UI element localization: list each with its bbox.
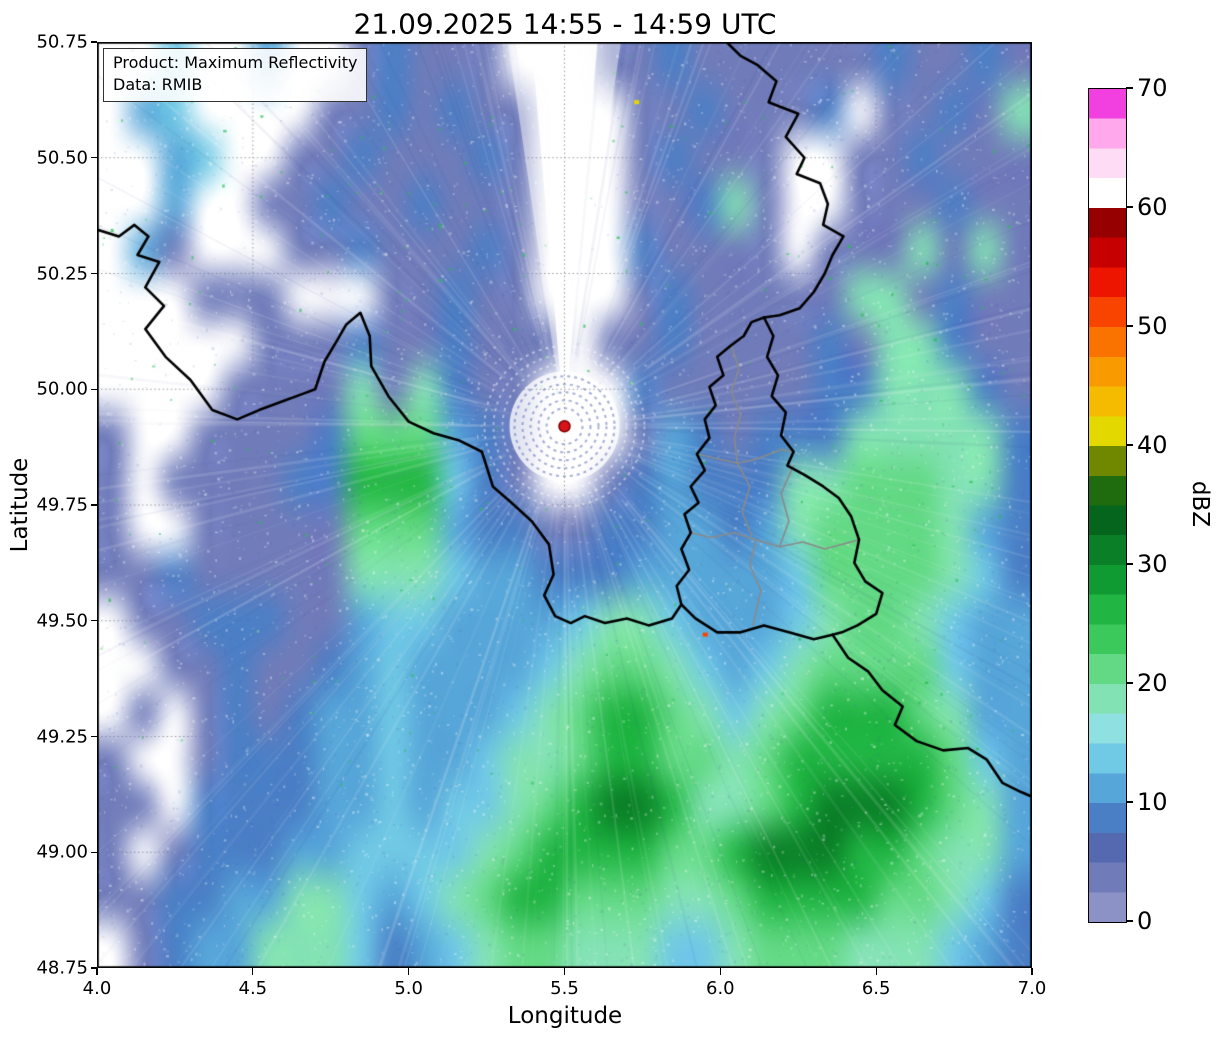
y-tick-label: 50.25 [36,263,88,284]
colorbar-tick-label: 50 [1137,312,1168,340]
x-tick-label: 5.0 [394,978,423,999]
x-axis-label: Longitude [507,1003,623,1029]
y-tick-mark [90,735,97,738]
y-tick-label: 49.50 [36,610,88,632]
product-info-box: Product: Maximum Reflectivity Data: RMIB [103,48,368,102]
colorbar-label: dBZ [1187,480,1213,528]
y-tick-label: 50.75 [36,31,88,53]
x-tick-label: 7.0 [1017,978,1047,999]
product-line: Product: Maximum Reflectivity [113,53,358,72]
y-tick-label: 49.00 [36,841,88,863]
colorbar-tick-label: 10 [1137,788,1168,816]
colorbar-tick-mark [1126,801,1133,803]
page-title: 21.09.2025 14:55 - 14:59 UTC [353,7,777,41]
colorbar-tick-mark [1126,87,1133,89]
x-tick-mark [875,968,877,975]
x-tick-label: 6.0 [706,978,735,999]
y-tick-label: 48.75 [36,957,88,979]
x-tick-mark [1031,968,1033,975]
colorbar-tick-label: 60 [1137,193,1168,221]
colorbar-tick-mark [1126,444,1133,446]
y-tick-mark [90,620,97,622]
y-tick-mark [90,272,97,275]
x-tick-mark [408,968,410,975]
colorbar-tick-label: 70 [1137,74,1168,102]
x-tick-mark [719,968,721,975]
colorbar-tick-label: 20 [1137,669,1168,697]
y-tick-mark [90,504,97,506]
x-tick-mark [96,968,98,975]
colorbar-tick-label: 0 [1137,907,1153,935]
colorbar-tick-label: 40 [1137,431,1168,459]
data-source-line: Data: RMIB [113,75,203,95]
x-tick-label: 4.5 [238,978,268,999]
y-tick-mark [90,157,97,159]
y-tick-mark [90,851,97,853]
y-axis-label: Latitude [7,457,33,553]
colorbar-tick-mark [1126,682,1133,684]
map-canvas [97,42,1032,968]
y-tick-label: 50.50 [36,147,88,169]
y-tick-mark [90,41,97,43]
y-tick-label: 49.25 [36,726,88,747]
y-tick-label: 50.00 [36,378,88,400]
colorbar-tick-mark [1126,206,1133,208]
x-tick-mark [563,968,566,975]
x-tick-label: 4.0 [82,978,112,999]
colorbar-tick-mark [1126,563,1133,565]
x-tick-mark [252,968,254,975]
x-tick-label: 5.5 [550,978,579,999]
colorbar [1088,88,1127,923]
colorbar-tick-mark [1126,325,1133,327]
colorbar-tick-mark [1126,920,1133,922]
y-tick-mark [90,388,97,390]
y-tick-mark [90,967,97,969]
y-tick-label: 49.75 [36,494,88,516]
x-tick-label: 6.5 [861,978,891,999]
colorbar-tick-label: 30 [1137,550,1168,578]
